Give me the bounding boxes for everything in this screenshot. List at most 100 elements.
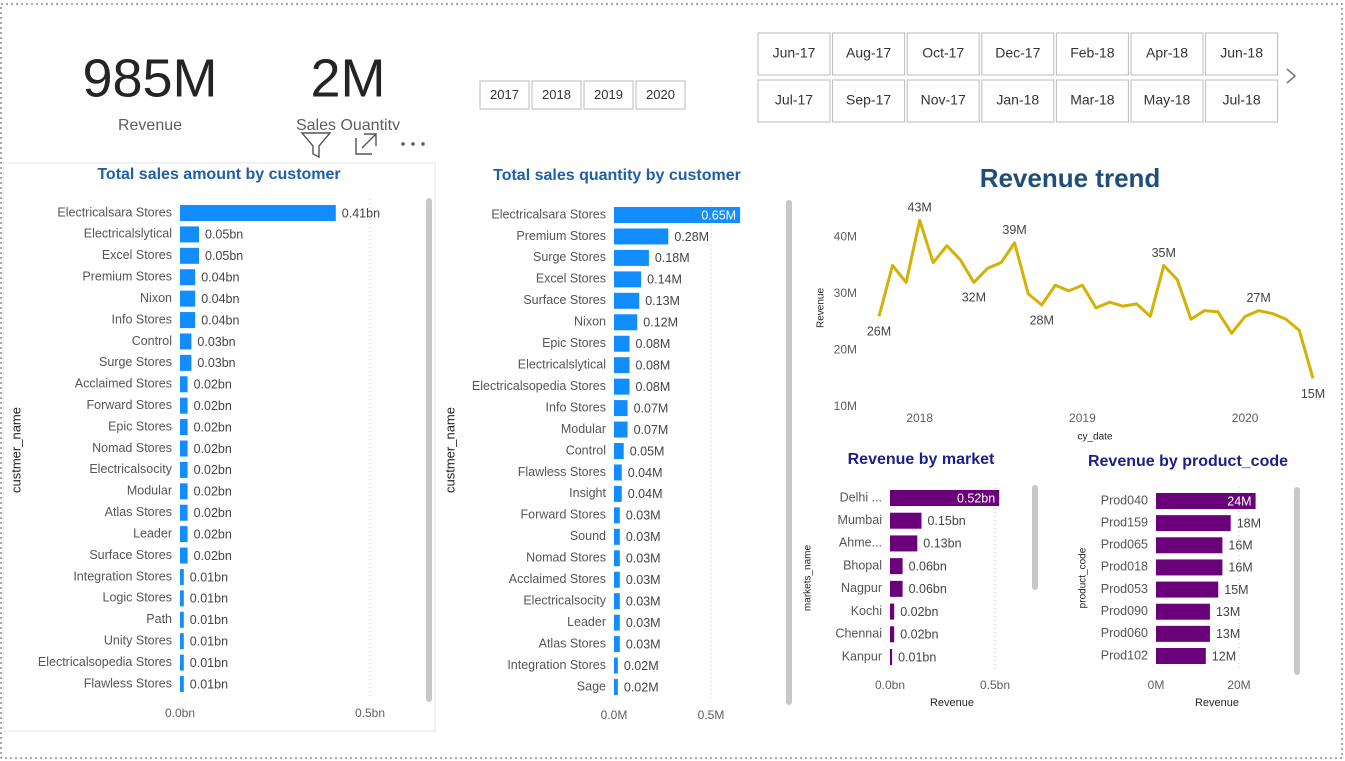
data-label: 0.01bn bbox=[898, 650, 936, 664]
more-dot[interactable] bbox=[421, 142, 425, 146]
month-button[interactable] bbox=[1130, 32, 1204, 76]
scrollbar[interactable] bbox=[786, 200, 792, 705]
data-label: 39M bbox=[1002, 223, 1026, 237]
month-button[interactable] bbox=[832, 79, 906, 123]
bar bbox=[180, 547, 188, 564]
kpi-label: Sales Quantity bbox=[296, 117, 400, 134]
category-label: Sage bbox=[577, 679, 606, 693]
category-label: Flawless Stores bbox=[84, 676, 172, 690]
month-label: Feb-18 bbox=[1070, 45, 1115, 61]
bar bbox=[614, 314, 638, 331]
category-label: Nomad Stores bbox=[92, 441, 172, 455]
data-label: 0.02bn bbox=[900, 628, 938, 642]
x-tick-label: 0.5M bbox=[698, 708, 725, 722]
month-button[interactable] bbox=[832, 32, 906, 76]
next-arrow[interactable] bbox=[1286, 68, 1297, 84]
y-axis-title: product_code bbox=[1078, 547, 1089, 608]
bar bbox=[180, 312, 196, 329]
year-button[interactable] bbox=[635, 80, 686, 110]
scrollbar[interactable] bbox=[1294, 487, 1300, 675]
category-label: Flawless Stores bbox=[518, 465, 606, 479]
year-button[interactable] bbox=[479, 80, 530, 110]
bar bbox=[180, 333, 192, 350]
month-button[interactable] bbox=[1205, 79, 1279, 123]
category-label: Forward Stores bbox=[87, 398, 172, 412]
page-border bbox=[0, 3, 1343, 759]
month-button[interactable] bbox=[1055, 79, 1129, 123]
month-button[interactable] bbox=[906, 79, 980, 123]
data-label: 15M bbox=[1224, 583, 1248, 597]
month-button[interactable] bbox=[757, 79, 831, 123]
bar bbox=[1156, 537, 1223, 554]
month-label: Mar-18 bbox=[1070, 92, 1115, 108]
scrollbar[interactable] bbox=[1032, 485, 1038, 590]
category-label: Premium Stores bbox=[516, 229, 606, 243]
bar bbox=[614, 485, 622, 502]
category-label: Atlas Stores bbox=[105, 505, 172, 519]
data-label: 0.03M bbox=[626, 594, 661, 608]
bar bbox=[1156, 603, 1210, 620]
bar bbox=[180, 504, 188, 521]
category-label: Modular bbox=[127, 484, 172, 498]
data-label: 0.02bn bbox=[194, 463, 232, 477]
month-button[interactable] bbox=[981, 79, 1055, 123]
year-button[interactable] bbox=[531, 80, 582, 110]
category-label: Chennai bbox=[835, 627, 882, 641]
scrollbar[interactable] bbox=[426, 198, 432, 702]
more-dot[interactable] bbox=[401, 142, 405, 146]
bar bbox=[180, 354, 192, 371]
bar bbox=[890, 535, 918, 552]
category-label: Integration Stores bbox=[73, 569, 172, 583]
data-label: 0.01bn bbox=[190, 656, 228, 670]
bar bbox=[180, 654, 184, 671]
month-button[interactable] bbox=[1205, 32, 1279, 76]
focus-icon[interactable] bbox=[355, 133, 377, 155]
more-dot[interactable] bbox=[411, 142, 415, 146]
data-label: 0.03M bbox=[626, 637, 661, 651]
category-label: Atlas Stores bbox=[539, 636, 606, 650]
category-label: Logic Stores bbox=[103, 591, 172, 605]
bar bbox=[614, 657, 618, 674]
month-label: Jun-18 bbox=[1220, 45, 1263, 61]
bar bbox=[890, 558, 903, 575]
category-label: Path bbox=[146, 612, 172, 626]
bar bbox=[180, 269, 196, 286]
filter-icon[interactable] bbox=[300, 132, 332, 159]
month-button[interactable] bbox=[1130, 79, 1204, 123]
x-tick-label: 0.0bn bbox=[875, 678, 905, 692]
category-label: Prod065 bbox=[1101, 538, 1148, 552]
data-label: 13M bbox=[1216, 627, 1240, 641]
bar bbox=[614, 228, 669, 245]
bar bbox=[180, 568, 184, 585]
data-label: 0.18M bbox=[655, 251, 690, 265]
bar bbox=[614, 528, 620, 545]
data-label: 0.06bn bbox=[909, 559, 947, 573]
year-label: 2020 bbox=[646, 87, 675, 102]
bar bbox=[1156, 493, 1256, 509]
x-axis-title: Revenue bbox=[1195, 697, 1239, 709]
category-label: Ahme... bbox=[839, 536, 882, 550]
bar bbox=[1156, 581, 1219, 598]
bar bbox=[180, 526, 188, 543]
category-label: Kochi bbox=[851, 604, 882, 618]
month-button[interactable] bbox=[981, 32, 1055, 76]
y-tick-label: 10M bbox=[834, 399, 857, 413]
month-button[interactable] bbox=[1055, 32, 1129, 76]
year-button[interactable] bbox=[583, 80, 634, 110]
month-button[interactable] bbox=[757, 32, 831, 76]
data-label: 15M bbox=[1301, 387, 1325, 401]
category-label: Bhopal bbox=[843, 558, 882, 572]
bar bbox=[180, 205, 336, 221]
category-label: Prod102 bbox=[1101, 648, 1148, 662]
bar bbox=[180, 419, 188, 436]
category-label: Info Stores bbox=[112, 312, 172, 326]
category-label: Insight bbox=[569, 486, 606, 500]
data-label: 0.02bn bbox=[900, 605, 938, 619]
category-label: Surface Stores bbox=[89, 548, 172, 562]
month-button[interactable] bbox=[906, 32, 980, 76]
data-label: 0.03M bbox=[626, 509, 661, 523]
data-label: 0.01bn bbox=[190, 634, 228, 648]
bar bbox=[614, 507, 620, 524]
category-label: Leader bbox=[567, 615, 606, 629]
category-label: Surge Stores bbox=[99, 355, 172, 369]
